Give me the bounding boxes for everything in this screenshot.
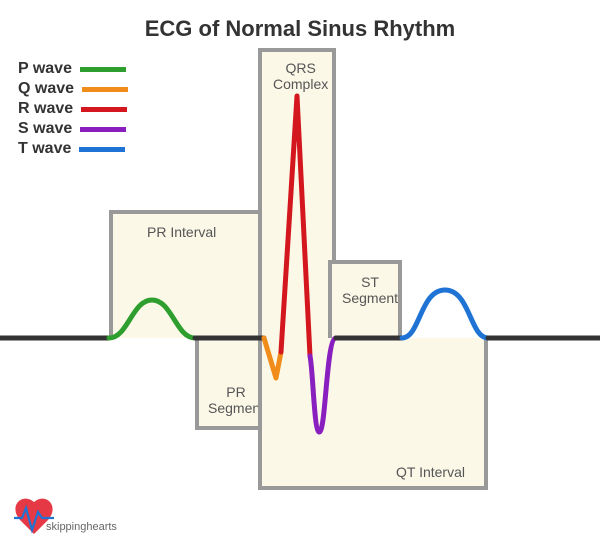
legend-item: T wave (18, 140, 128, 158)
legend-item: S wave (18, 120, 128, 138)
brand-logo: skippinghearts (12, 492, 122, 542)
brand-text: skippinghearts (46, 521, 117, 533)
legend-label: S wave (18, 120, 72, 138)
legend-swatch (80, 67, 126, 72)
wave-p (109, 300, 195, 338)
legend-item: P wave (18, 60, 128, 78)
wave-t (402, 290, 488, 338)
legend-label: Q wave (18, 80, 74, 98)
wave-s (310, 338, 336, 432)
ecg-diagram: PR IntervalQRS ComplexST SegmentPR Segme… (0, 0, 600, 554)
legend-swatch (81, 107, 127, 112)
wave-r (281, 96, 310, 356)
legend-item: R wave (18, 100, 128, 118)
legend-swatch (80, 127, 126, 132)
legend-label: R wave (18, 100, 73, 118)
legend-item: Q wave (18, 80, 128, 98)
legend-swatch (79, 147, 125, 152)
page-title: ECG of Normal Sinus Rhythm (0, 16, 600, 42)
legend: P wave Q wave R wave S wave T wave (18, 60, 128, 160)
legend-swatch (82, 87, 128, 92)
legend-label: T wave (18, 140, 71, 158)
wave-q (264, 338, 281, 378)
legend-label: P wave (18, 60, 72, 78)
